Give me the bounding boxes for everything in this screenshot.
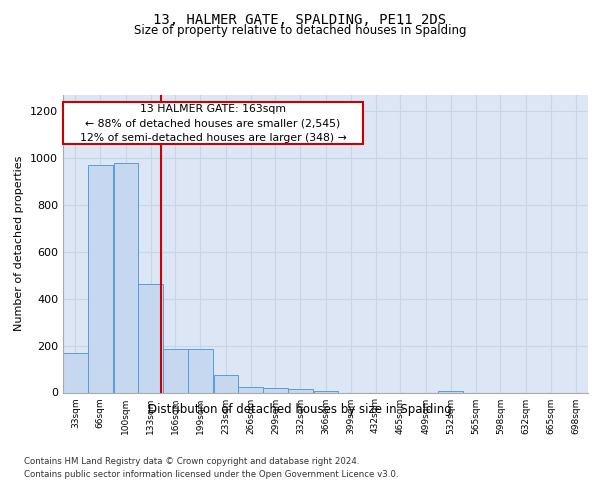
Bar bbox=[238, 386, 263, 392]
Text: Contains HM Land Registry data © Crown copyright and database right 2024.: Contains HM Land Registry data © Crown c… bbox=[24, 458, 359, 466]
Text: Contains public sector information licensed under the Open Government Licence v3: Contains public sector information licen… bbox=[24, 470, 398, 479]
Text: Distribution of detached houses by size in Spalding: Distribution of detached houses by size … bbox=[148, 402, 452, 415]
Bar bbox=[63, 102, 363, 144]
Bar bbox=[113, 163, 138, 392]
Bar bbox=[263, 388, 288, 392]
Bar bbox=[288, 389, 313, 392]
Bar bbox=[63, 352, 88, 393]
Y-axis label: Number of detached properties: Number of detached properties bbox=[14, 156, 25, 332]
Bar bbox=[163, 349, 188, 393]
Text: 13 HALMER GATE: 163sqm
← 88% of detached houses are smaller (2,545)
12% of semi-: 13 HALMER GATE: 163sqm ← 88% of detached… bbox=[80, 104, 346, 142]
Bar bbox=[88, 166, 113, 392]
Bar bbox=[188, 349, 212, 393]
Bar bbox=[439, 390, 463, 392]
Text: 13, HALMER GATE, SPALDING, PE11 2DS: 13, HALMER GATE, SPALDING, PE11 2DS bbox=[154, 12, 446, 26]
Text: Size of property relative to detached houses in Spalding: Size of property relative to detached ho… bbox=[134, 24, 466, 37]
Bar bbox=[139, 284, 163, 393]
Bar bbox=[314, 390, 338, 392]
Bar bbox=[214, 375, 238, 392]
